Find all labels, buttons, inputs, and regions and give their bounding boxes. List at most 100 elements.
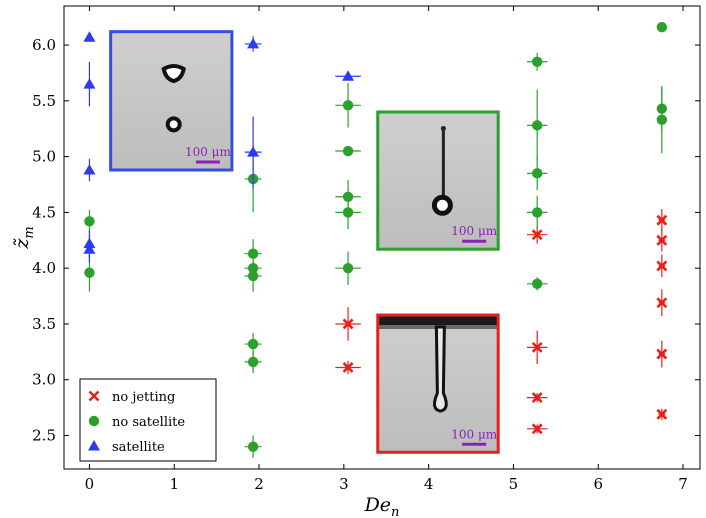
inset-border [109,30,234,172]
data-point [247,37,260,49]
y-axis-label: z̃m [11,226,37,249]
data-point [531,229,543,241]
data-point [84,216,95,227]
data-point-stroke-b [656,297,668,309]
data-point [83,164,96,175]
x-tick-label: 0 [85,475,95,493]
data-point [531,56,543,67]
data-point [531,168,543,179]
data-point [656,234,668,246]
inset-photo [377,111,499,250]
data-point [247,248,259,259]
data-point-stroke-b [656,348,668,360]
data-point [656,408,668,420]
satellite-droplet-icon [165,116,182,133]
legend-marker-stroke-b [88,390,100,402]
data-point [247,338,259,350]
no-jetting-inset: 100 μm [376,313,500,454]
scale-bar-label: 100 μm [451,427,498,441]
data-point [531,392,543,404]
jet-drop-icon [431,194,453,216]
x-tick-label: 1 [169,475,179,493]
y-tick-label: 4.5 [32,203,56,221]
plot-frame [63,5,701,470]
data-point [342,100,354,111]
data-point [83,78,96,89]
x-tick-label: 3 [339,475,349,493]
data-point [83,243,96,254]
filament-tip-icon [440,125,446,131]
data-point [247,270,259,282]
inset-border [376,313,500,454]
legend-entry-label: no jetting [112,390,175,405]
data-point-stroke-b [342,318,354,330]
data-point [342,318,354,330]
data-point-stroke-b [531,392,543,404]
y-tick-label: 3.5 [32,315,56,333]
data-point [531,120,543,131]
scale-bar-label: 100 μm [451,224,498,238]
data-point-stroke-b [531,229,543,241]
axis-ticks: 0 1 2 3 4 5 6 7 2.5 3.0 3.5 4.0 4.5 5.0 5.5 6.0 [32,6,700,493]
data-point [247,441,259,452]
data-point [84,267,95,278]
y-tick-label: 3.0 [32,371,56,389]
data-point [656,21,668,33]
data-point [342,70,355,81]
x-tick-label: 4 [424,475,434,493]
data-point [83,31,96,42]
legend: no jetting no satellite satellite [79,378,217,462]
series-no-satellite [84,21,668,458]
data-point [531,207,543,218]
data-point [342,145,354,157]
data-point [342,262,354,274]
data-point-stroke-b [656,260,668,272]
data-point-stroke-b [531,341,543,353]
data-point-stroke-b [656,408,668,420]
data-point-stroke-b [531,423,543,435]
data-point [531,423,543,435]
legend-marker [88,390,100,402]
scale-bar-label: 100 μm [185,145,232,159]
y-tick-label: 2.5 [32,427,56,445]
data-point-stroke-b [342,362,354,373]
pendant-drop-icon [433,325,448,413]
data-point [247,146,260,157]
data-point [656,260,668,272]
satellite-inset: 100 μm [109,30,234,172]
legend-entry-label: satellite [112,440,165,455]
inset-border [376,110,500,251]
x-tick-label: 6 [593,475,603,493]
data-point [247,356,259,368]
x-tick-label: 7 [678,475,688,493]
x-tick-label: 5 [509,475,519,493]
data-point [531,341,543,353]
x-axis-label: Den [364,494,400,518]
inset-photo [110,31,232,171]
series-satellite [83,31,361,263]
data-marks [83,21,668,458]
y-tick-label: 5.5 [32,92,56,110]
legend-marker [88,440,100,451]
data-point [656,214,668,226]
series-no-jetting [335,209,668,435]
y-tick-label: 4.0 [32,259,56,277]
data-point [531,278,543,289]
insets: 100 μm 100 μm 100 μm [109,30,500,454]
legend-box [79,378,217,462]
x-tick-label: 2 [254,475,264,493]
legend-marker [88,415,100,427]
y-tick-label: 5.0 [32,148,56,166]
nozzle-plate-icon [377,315,499,326]
data-point [342,362,354,373]
droplet-icon [161,64,186,84]
data-point [656,114,668,125]
data-point-stroke-b [656,234,668,246]
data-point [342,207,354,218]
data-point [656,348,668,360]
data-point-stroke-b [656,214,668,226]
no-satellite-inset: 100 μm [376,110,500,251]
data-point [656,297,668,309]
y-tick-label: 6.0 [32,36,56,54]
